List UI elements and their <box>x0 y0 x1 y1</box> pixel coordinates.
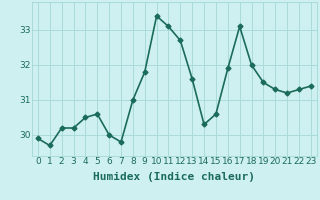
X-axis label: Humidex (Indice chaleur): Humidex (Indice chaleur) <box>93 172 255 182</box>
